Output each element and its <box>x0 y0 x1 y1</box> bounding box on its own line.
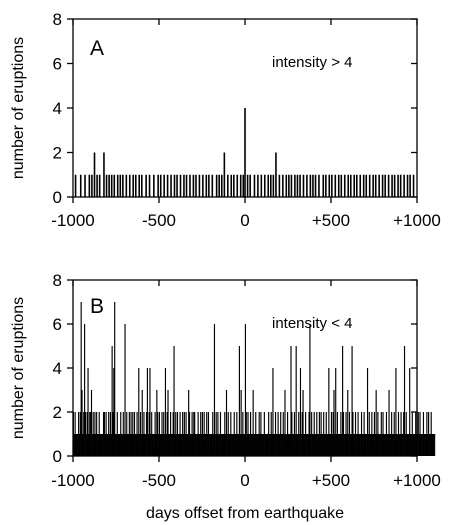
y-tick-label: 2 <box>53 144 62 163</box>
panel-letter: B <box>90 295 104 318</box>
y-axis-label: number of eruptions <box>10 297 27 439</box>
panel-a: 0 2 4 6 8 -1000 -500 0 +500 +1000 number of erupti… <box>10 10 441 230</box>
y-tick-label: 6 <box>53 55 62 74</box>
y-tick-label: 0 <box>53 447 62 466</box>
y-tick-label: 2 <box>53 403 62 422</box>
x-tick-label: +1000 <box>393 471 441 490</box>
x-tick-label: +500 <box>312 471 350 490</box>
intensity-annotation: intensity < 4 <box>272 315 352 332</box>
x-tick-label: -1000 <box>51 471 94 490</box>
x-tick-label: -500 <box>142 211 176 230</box>
x-tick-label: 0 <box>240 211 249 230</box>
x-tick-label: -1000 <box>51 211 94 230</box>
y-tick-label: 8 <box>53 10 62 29</box>
y-tick-label: 6 <box>53 315 62 334</box>
y-tick-label: 4 <box>53 359 62 378</box>
intensity-annotation: intensity > 4 <box>272 54 352 71</box>
panel-b: 0 2 4 6 8 -1000 -500 0 +500 +1000 number of erupti… <box>10 271 441 490</box>
bar-series <box>74 108 415 197</box>
x-tick-label: +1000 <box>393 211 441 230</box>
y-tick-label: 4 <box>53 99 62 118</box>
x-tick-label: 0 <box>240 471 249 490</box>
y-tick-label: 0 <box>53 188 62 207</box>
x-axis-label: days offset from earthquake <box>146 505 344 522</box>
x-tick-label: -500 <box>142 471 176 490</box>
panel-letter: A <box>90 37 104 60</box>
y-tick-label: 8 <box>53 271 62 290</box>
bar-series <box>72 302 436 456</box>
x-tick-label: +500 <box>312 211 350 230</box>
y-axis-label: number of eruptions <box>10 37 27 179</box>
